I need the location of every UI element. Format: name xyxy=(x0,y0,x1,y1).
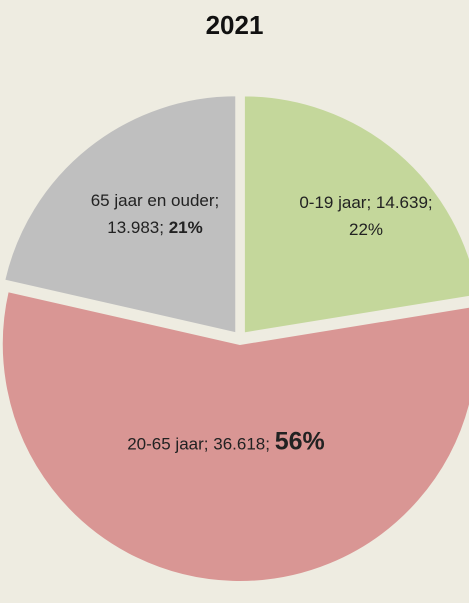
pie-slice xyxy=(242,94,469,335)
value-label: 14.639 xyxy=(375,193,428,212)
separator: ; xyxy=(203,434,209,454)
separator: ; xyxy=(265,434,270,454)
slice-label: 0-19 jaar; 14.639; 22% xyxy=(296,189,436,243)
separator: ; xyxy=(214,191,220,210)
category-name: 0-19 jaar xyxy=(299,193,367,212)
separator: ; xyxy=(366,193,372,212)
separator: ; xyxy=(427,193,433,212)
percent-label: 22% xyxy=(348,220,384,239)
category-name: 20-65 jaar xyxy=(127,434,204,454)
category-name: 65 jaar en ouder xyxy=(90,191,215,210)
separator: ; xyxy=(159,218,164,237)
value-label: 36.618 xyxy=(213,434,266,454)
pie-slice xyxy=(0,289,469,583)
value-label: 13.983 xyxy=(107,218,160,237)
percent-label: 21% xyxy=(168,218,203,237)
slice-label: 65 jaar en ouder; 13.983; 21% xyxy=(90,187,220,241)
pie-slice xyxy=(3,94,238,335)
chart-title: 2021 xyxy=(205,10,264,40)
percent-label: 56% xyxy=(274,427,325,456)
slice-label: 20-65 jaar; 36.618; 56% xyxy=(126,427,326,458)
